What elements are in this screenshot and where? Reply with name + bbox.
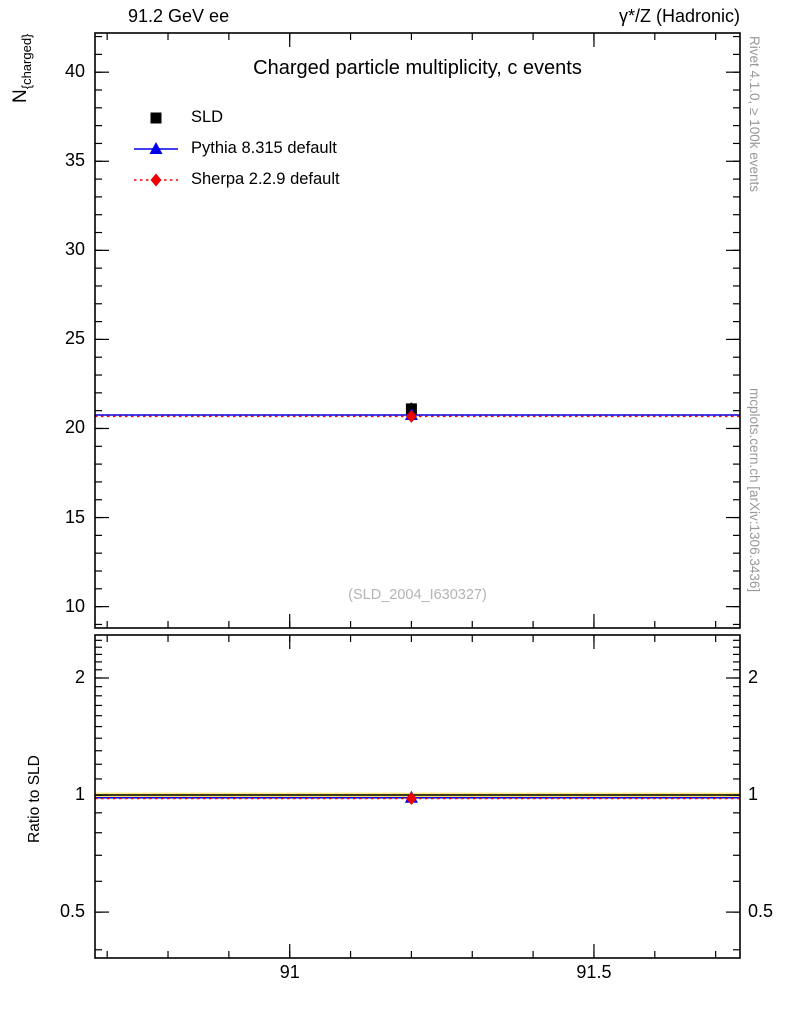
- sld-legend-marker: [150, 112, 162, 123]
- sld-square-marker: [133, 107, 179, 129]
- y-tick-label-ratio-right: 0.5: [748, 901, 774, 922]
- sherpa-2-2-9-default-marker: [405, 409, 417, 423]
- legend-label: Pythia 8.315 default: [191, 139, 337, 157]
- sherpa-2-2-9-default-marker: [405, 791, 417, 805]
- y-axis-label-main-text: N: [10, 89, 31, 103]
- legend-item-sld: SLD: [133, 102, 340, 133]
- legend-item-pythia: Pythia 8.315 default: [133, 133, 340, 164]
- y-tick-label-main: 35: [64, 150, 85, 171]
- legend-sample-canvas: [150, 112, 162, 123]
- plot-title: Charged particle multiplicity, c events: [253, 57, 582, 79]
- legend-label: Sherpa 2.2.9 default: [191, 170, 340, 188]
- y-tick-label-ratio-left: 0.5: [59, 901, 85, 922]
- y-tick-label-main: 30: [64, 239, 85, 260]
- sherpa-2-2-9-default-legend-marker: [150, 173, 162, 186]
- sherpa-diamond-marker: [133, 169, 179, 191]
- y-tick-label-main: 15: [64, 506, 85, 527]
- legend-label: SLD: [191, 108, 224, 126]
- x-tick-label: 91.5: [576, 962, 612, 982]
- legend-sample-canvas: [134, 141, 178, 154]
- legend-sample-canvas: [134, 173, 178, 186]
- ratio-panel-frame: [94, 634, 741, 959]
- main-panel-frame: [94, 32, 741, 629]
- analysis-id-watermark: (SLD_2004_I630327): [348, 587, 487, 603]
- legend: SLD Pythia 8.315 default Sherpa 2.2.9 de…: [133, 102, 340, 195]
- process-label: γ*/Z (Hadronic): [618, 6, 740, 26]
- y-tick-label-main: 20: [64, 417, 85, 438]
- y-tick-label-main: 25: [64, 328, 85, 349]
- mcplots-reference-label: mcplots.cern.ch [arXiv:1306.3436]: [747, 388, 762, 593]
- y-tick-label-ratio-right: 1: [748, 784, 759, 805]
- rivet-version-label: Rivet 4.1.0, ≥ 100k events: [747, 36, 762, 192]
- x-tick-label: 91: [279, 962, 300, 982]
- pythia-8-315-default-legend-marker: [149, 141, 163, 154]
- y-tick-label-ratio-right: 2: [748, 667, 759, 687]
- legend-item-sherpa: Sherpa 2.2.9 default: [133, 164, 340, 195]
- y-tick-label-ratio-left: 2: [74, 667, 85, 687]
- beam-energy-label: 91.2 GeV ee: [128, 6, 230, 26]
- pythia-triangle-marker: [133, 138, 179, 160]
- y-tick-label-ratio-left: 1: [74, 784, 85, 805]
- y-tick-label-main: 10: [64, 595, 85, 616]
- y-tick-label-main: 40: [64, 61, 85, 82]
